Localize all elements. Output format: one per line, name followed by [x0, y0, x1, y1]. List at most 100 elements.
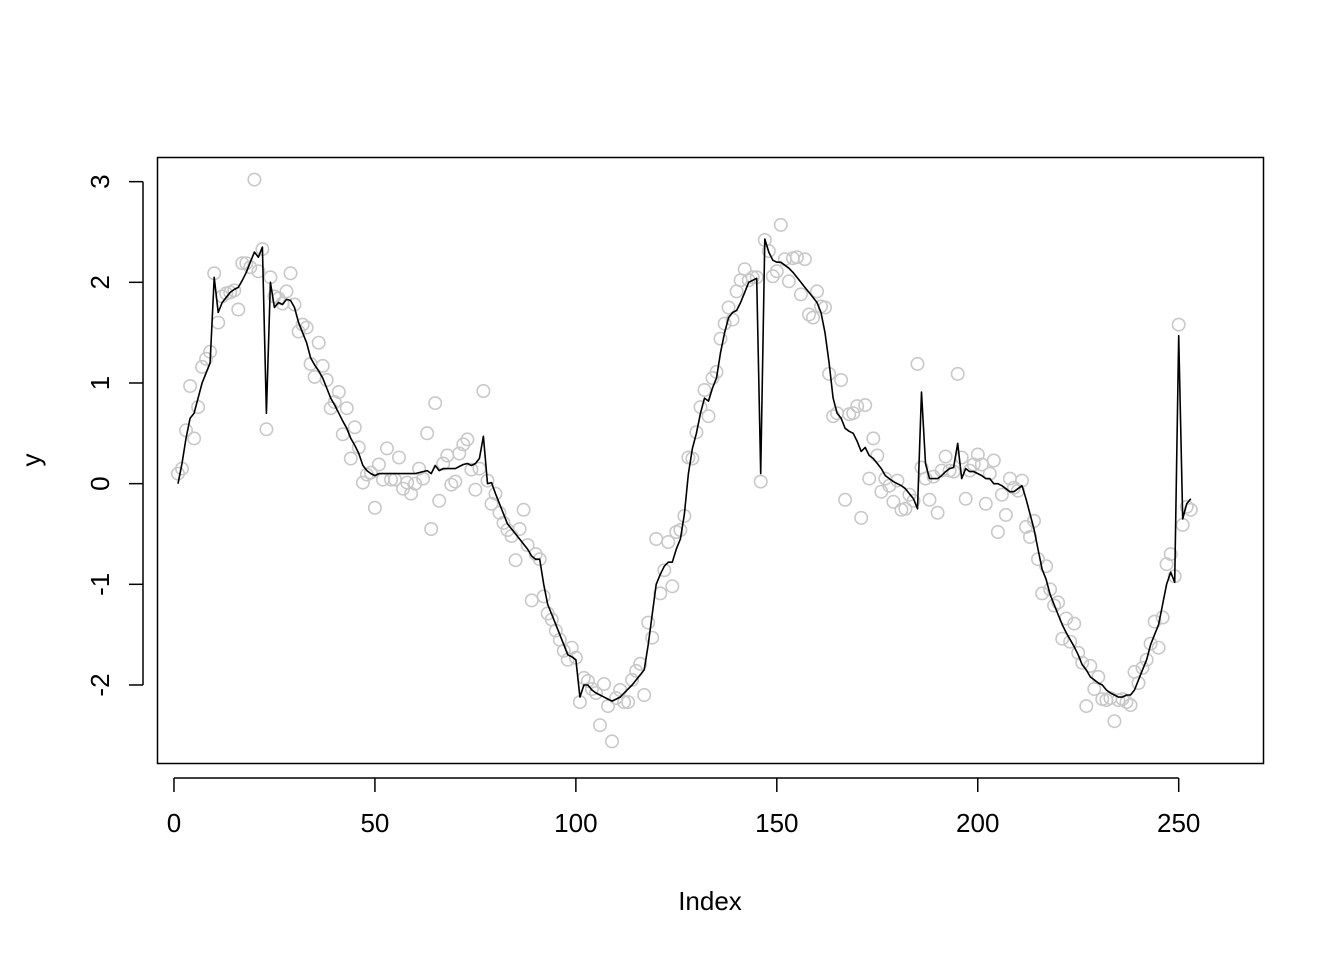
data-point — [1151, 640, 1166, 655]
data-point — [592, 718, 607, 733]
data-point — [850, 399, 865, 414]
data-point — [657, 563, 672, 578]
x-tick-label: 200 — [956, 808, 999, 838]
data-point — [424, 521, 439, 536]
data-point — [870, 448, 885, 463]
data-point — [391, 450, 406, 465]
x-tick-label: 150 — [755, 808, 798, 838]
data-point — [1171, 317, 1186, 332]
y-tick-label: 3 — [85, 174, 115, 188]
data-point — [1175, 517, 1190, 532]
data-point — [460, 432, 475, 447]
data-point — [588, 685, 603, 700]
y-tick-label: -1 — [85, 573, 115, 596]
data-point — [251, 264, 266, 279]
data-point — [476, 383, 491, 398]
data-point — [1047, 598, 1062, 613]
data-point — [291, 324, 306, 339]
data-point — [512, 521, 527, 536]
data-point — [641, 615, 656, 630]
data-point — [1063, 634, 1078, 649]
data-point — [508, 553, 523, 568]
data-point — [665, 579, 680, 594]
data-point — [1079, 699, 1094, 714]
data-point — [930, 505, 945, 520]
data-point — [886, 494, 901, 509]
data-point — [745, 270, 760, 285]
data-point — [536, 589, 551, 604]
data-point — [355, 475, 370, 490]
data-point — [319, 372, 334, 387]
data-point — [701, 409, 716, 424]
data-point — [247, 172, 262, 187]
data-point — [858, 398, 873, 413]
x-axis-title: Index — [678, 886, 742, 916]
data-point — [621, 695, 636, 710]
y-axis: -2 -1 0 1 2 3 — [85, 174, 144, 697]
data-point — [986, 453, 1001, 468]
data-point — [649, 531, 664, 546]
data-point — [998, 507, 1013, 522]
data-point — [1067, 616, 1082, 631]
data-point — [805, 310, 820, 325]
data-point — [633, 656, 648, 671]
data-point — [1055, 631, 1070, 646]
data-point — [938, 449, 953, 464]
data-point — [609, 691, 624, 706]
x-axis: 0 50 100 150 200 250 — [167, 777, 1200, 838]
data-point — [520, 538, 535, 553]
data-point — [444, 477, 459, 492]
data-point — [653, 586, 668, 601]
data-point — [339, 401, 354, 416]
data-point — [769, 264, 784, 279]
data-point — [994, 487, 1009, 502]
plot-box — [156, 156, 1265, 765]
data-point — [1075, 655, 1090, 670]
data-point — [922, 492, 937, 507]
data-point — [1039, 559, 1054, 574]
data-point — [279, 284, 294, 299]
data-point — [809, 284, 824, 299]
data-point — [1091, 669, 1106, 684]
data-point — [789, 250, 804, 265]
data-point — [1155, 610, 1170, 625]
data-point — [846, 406, 861, 421]
x-tick-label: 100 — [554, 808, 597, 838]
data-point — [741, 273, 756, 288]
data-point — [838, 492, 853, 507]
data-point — [1147, 614, 1162, 629]
data-point — [371, 457, 386, 472]
data-point — [1119, 695, 1134, 710]
data-point — [637, 687, 652, 702]
data-point — [645, 630, 660, 645]
y-tick-label: 2 — [85, 275, 115, 289]
data-point — [331, 384, 346, 399]
data-point — [910, 356, 925, 371]
data-point — [866, 431, 881, 446]
y-tick-label: 0 — [85, 476, 115, 490]
data-point — [452, 446, 467, 461]
data-point — [315, 358, 330, 373]
data-point — [954, 450, 969, 465]
data-point — [1143, 636, 1158, 651]
data-point — [604, 734, 619, 749]
fitted-line — [177, 238, 1192, 702]
data-point — [761, 244, 776, 259]
data-point — [797, 252, 812, 267]
data-point — [428, 396, 443, 411]
data-point — [408, 476, 423, 491]
data-point — [1131, 675, 1146, 690]
data-point — [862, 471, 877, 486]
data-point — [1031, 552, 1046, 567]
data-point — [231, 302, 246, 317]
data-point — [199, 351, 214, 366]
data-point — [781, 274, 796, 289]
x-tick-label: 50 — [360, 808, 389, 838]
data-point — [1087, 681, 1102, 696]
data-point — [343, 451, 358, 466]
data-point — [287, 297, 302, 312]
data-point — [432, 493, 447, 508]
data-point — [617, 695, 632, 710]
data-point — [496, 515, 511, 530]
